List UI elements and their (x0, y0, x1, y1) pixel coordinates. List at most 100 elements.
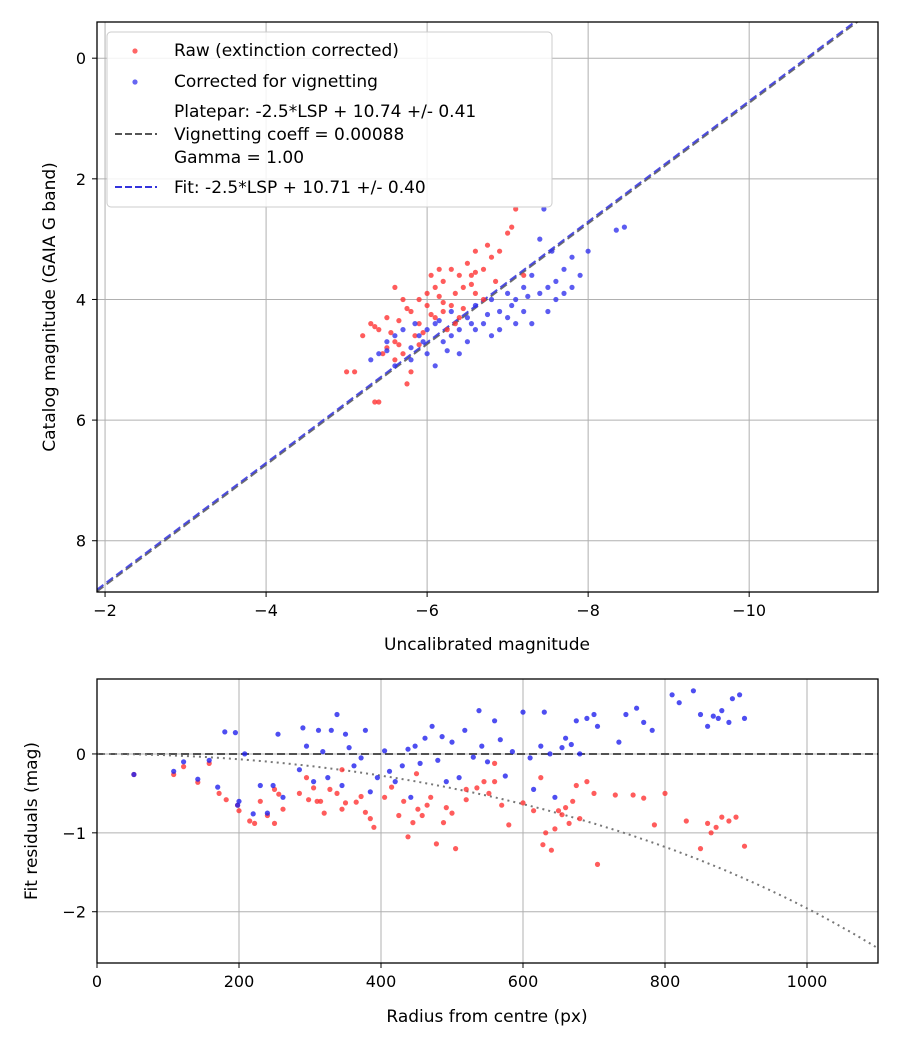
top-point-corrected (497, 308, 503, 315)
top-point-corrected (541, 206, 547, 212)
bottom-point-corrected (520, 709, 526, 715)
bottom-point-corrected (729, 696, 736, 702)
top-point-corrected (497, 327, 503, 333)
bottom-xtick-label: 1000 (787, 972, 828, 991)
bottom-point-corrected (552, 794, 558, 800)
bottom-point-raw (486, 790, 492, 797)
bottom-point-corrected (719, 708, 725, 714)
bottom-point-raw (726, 818, 732, 824)
top-point-raw (472, 290, 478, 296)
top-point-raw (484, 242, 491, 248)
bottom-point-corrected (577, 751, 583, 757)
top-point-corrected (561, 290, 567, 296)
top-point-corrected (529, 321, 535, 327)
top-point-corrected (376, 351, 382, 357)
bottom-point-corrected (328, 727, 334, 733)
bottom-point-raw (540, 842, 546, 848)
bottom-point-raw (705, 820, 711, 827)
top-point-corrected (384, 339, 390, 345)
top-point-raw (472, 269, 478, 275)
bottom-point-raw (520, 800, 526, 806)
top-point-corrected (416, 333, 422, 339)
bottom-point-corrected (547, 751, 553, 757)
bottom-point-raw (311, 785, 317, 791)
bottom-point-corrected (726, 719, 732, 726)
top-point-raw (432, 315, 438, 321)
top-fit-lines (97, 22, 859, 592)
bottom-point-raw (697, 846, 704, 852)
legend-fit-label: Fit: -2.5*LSP + 10.71 +/- 0.40 (174, 178, 426, 198)
bottom-point-raw (651, 822, 658, 828)
top-point-corrected (505, 290, 511, 296)
bottom-point-corrected (362, 727, 368, 733)
top-point-corrected (468, 321, 474, 327)
top-xtick-label: −2 (93, 601, 117, 620)
bottom-point-raw (396, 812, 402, 819)
bottom-point-corrected (616, 739, 622, 745)
bottom-point-corrected (215, 784, 221, 790)
bottom-point-corrected (443, 779, 449, 785)
top-point-raw (352, 369, 358, 375)
top-point-raw (452, 321, 458, 327)
top-point-corrected (537, 290, 543, 296)
bottom-point-corrected (710, 713, 716, 719)
top-point-corrected (436, 318, 442, 324)
bottom-point-corrected (470, 754, 476, 760)
top-xlabel: Uncalibrated magnitude (384, 635, 590, 655)
bottom-point-corrected (417, 760, 423, 767)
legend-platepar-label-2: Vignetting coeff = 0.00088 (174, 125, 404, 145)
top-point-corrected (420, 339, 426, 345)
top-point-raw (368, 321, 374, 327)
bottom-point-raw (321, 810, 327, 816)
bottom-point-corrected (236, 798, 242, 804)
bottom-point-raw (713, 824, 719, 830)
top-point-raw (436, 266, 442, 272)
bottom-xtick-label: 600 (508, 972, 539, 991)
bottom-point-corrected (257, 782, 263, 789)
bottom-point-raw (247, 818, 253, 824)
bottom-scatter (131, 688, 748, 868)
bottom-point-corrected (195, 776, 201, 782)
top-xtick-label: −6 (415, 601, 439, 620)
top-point-raw (400, 296, 406, 303)
top-point-corrected (392, 363, 398, 369)
top-point-raw (480, 266, 487, 272)
bottom-point-corrected (449, 739, 455, 745)
bottom-point-raw (419, 812, 425, 819)
top-plot-frame (96, 21, 879, 593)
bottom-point-raw (389, 784, 395, 790)
top-point-raw (392, 357, 398, 363)
top-point-corrected (464, 315, 470, 321)
bottom-point-raw (271, 820, 278, 827)
bottom-point-corrected (374, 775, 380, 781)
bottom-point-corrected (492, 718, 498, 724)
top-point-corrected (448, 333, 454, 339)
bottom-point-raw (573, 782, 579, 789)
top-point-corrected (569, 254, 575, 260)
bottom-point-raw (327, 786, 333, 793)
bottom-point-corrected (690, 688, 697, 694)
bottom-point-corrected (573, 718, 579, 724)
bottom-point-corrected (669, 692, 675, 698)
top-point-raw (440, 299, 446, 306)
bottom-point-corrected (479, 743, 485, 749)
top-point-raw (416, 342, 422, 348)
bottom-point-raw (506, 822, 512, 828)
bottom-point-corrected (315, 727, 322, 733)
top-ticks: −2 −4 −6 −8 −10 0 2 4 6 8 (76, 49, 766, 620)
top-ytick-label: 0 (76, 49, 86, 68)
top-point-corrected (549, 248, 555, 254)
top-point-corrected (408, 345, 414, 351)
bottom-point-raw (708, 830, 714, 836)
bottom-point-corrected (484, 759, 491, 765)
top-point-raw (521, 272, 527, 278)
bottom-point-corrected (206, 757, 212, 763)
bottom-point-raw (306, 797, 312, 803)
bottom-point-corrected (232, 730, 238, 736)
top-point-raw (505, 230, 511, 236)
bottom-point-corrected (367, 789, 373, 795)
bottom-point-corrected (509, 749, 515, 755)
bottom-point-corrected (623, 711, 629, 718)
bottom-point-raw (252, 820, 258, 827)
top-xtick-label: −10 (732, 601, 766, 620)
